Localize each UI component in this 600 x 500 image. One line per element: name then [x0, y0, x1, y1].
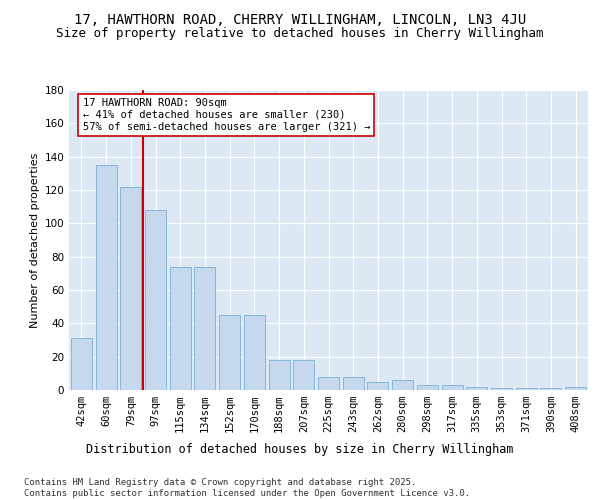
Bar — [565, 386, 586, 390]
Bar — [516, 388, 537, 390]
Bar — [541, 388, 562, 390]
Bar — [417, 385, 438, 390]
Bar — [244, 315, 265, 390]
Bar — [120, 186, 141, 390]
Bar — [145, 210, 166, 390]
Bar — [392, 380, 413, 390]
Text: Distribution of detached houses by size in Cherry Willingham: Distribution of detached houses by size … — [86, 442, 514, 456]
Bar — [343, 376, 364, 390]
Bar — [442, 385, 463, 390]
Y-axis label: Number of detached properties: Number of detached properties — [30, 152, 40, 328]
Bar — [491, 388, 512, 390]
Bar — [194, 266, 215, 390]
Text: 17, HAWTHORN ROAD, CHERRY WILLINGHAM, LINCOLN, LN3 4JU: 17, HAWTHORN ROAD, CHERRY WILLINGHAM, LI… — [74, 12, 526, 26]
Text: 17 HAWTHORN ROAD: 90sqm
← 41% of detached houses are smaller (230)
57% of semi-d: 17 HAWTHORN ROAD: 90sqm ← 41% of detache… — [83, 98, 370, 132]
Bar — [367, 382, 388, 390]
Text: Size of property relative to detached houses in Cherry Willingham: Size of property relative to detached ho… — [56, 28, 544, 40]
Bar — [95, 165, 116, 390]
Bar — [269, 360, 290, 390]
Bar — [466, 386, 487, 390]
Bar — [293, 360, 314, 390]
Text: Contains HM Land Registry data © Crown copyright and database right 2025.
Contai: Contains HM Land Registry data © Crown c… — [24, 478, 470, 498]
Bar — [170, 266, 191, 390]
Bar — [219, 315, 240, 390]
Bar — [318, 376, 339, 390]
Bar — [71, 338, 92, 390]
